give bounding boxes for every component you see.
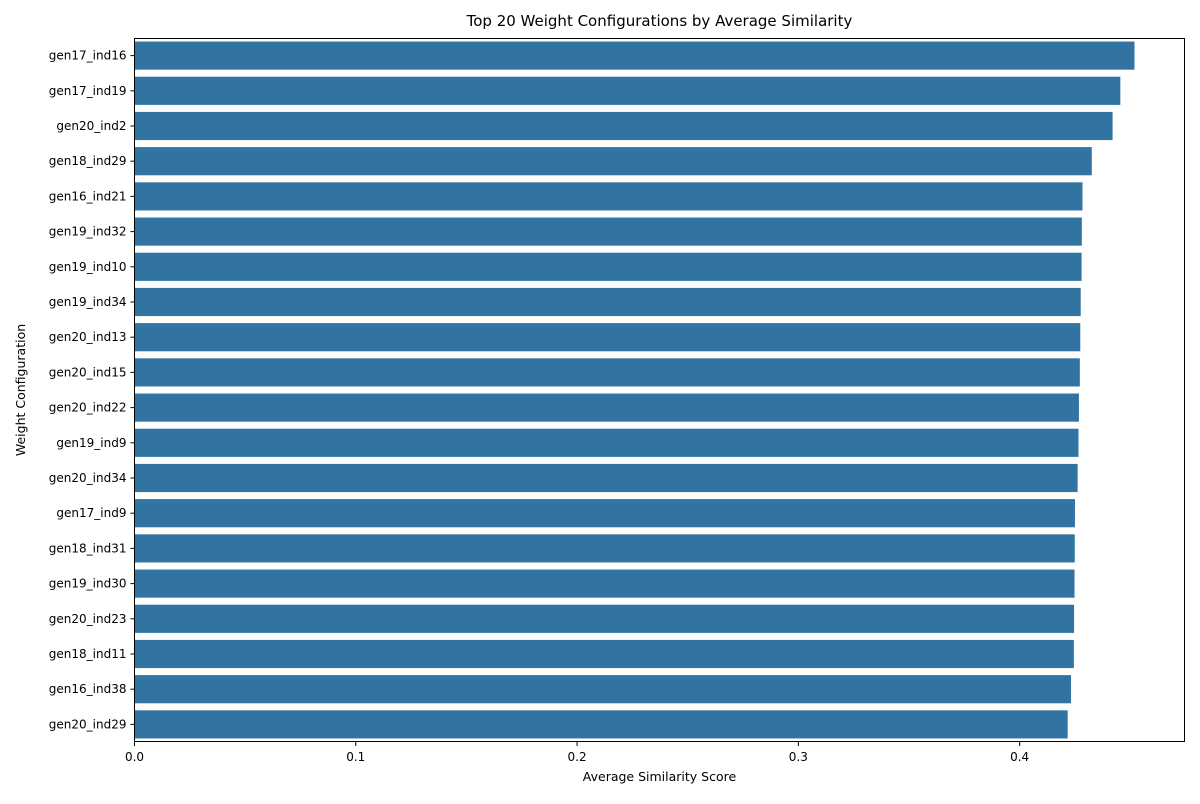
bar-gen18_ind11 [134, 639, 1074, 669]
y-tick-label: gen20_ind22 [49, 401, 127, 415]
bar-gen19_ind10 [134, 252, 1082, 281]
y-tick-label: gen20_ind13 [49, 330, 127, 344]
y-tick-label: gen19_ind9 [56, 436, 126, 450]
y-axis-label: Weight Configuration [13, 324, 28, 456]
bar-gen20_ind23 [134, 604, 1075, 633]
bar-gen20_ind2 [134, 111, 1113, 141]
bar-gen19_ind30 [134, 569, 1075, 598]
y-tick-label: gen20_ind2 [56, 119, 126, 133]
bar-gen19_ind34 [134, 287, 1081, 317]
bar-gen20_ind29 [134, 710, 1068, 739]
bar-gen17_ind19 [134, 76, 1121, 105]
y-tick-label: gen17_ind16 [49, 49, 127, 63]
y-tick-label: gen19_ind30 [49, 577, 127, 591]
x-tick-label: 0.3 [789, 750, 808, 764]
bar-gen20_ind22 [134, 393, 1079, 422]
x-tick-label: 0.0 [125, 750, 144, 764]
y-tick-label: gen17_ind19 [49, 84, 127, 98]
y-axis-ticks: gen17_ind16 gen17_ind19 gen20_ind2 gen18_in… [49, 49, 135, 731]
y-tick-label: gen17_ind9 [56, 506, 126, 520]
x-axis-ticks: 0.0 0.1 0.2 0.3 0.4 [125, 742, 1029, 764]
bar-gen16_ind21 [134, 182, 1083, 211]
y-tick-label: gen20_ind15 [49, 365, 127, 379]
y-tick-label: gen19_ind10 [49, 260, 127, 274]
bar-gen18_ind31 [134, 534, 1075, 563]
bar-gen20_ind34 [134, 463, 1078, 493]
bar-gen16_ind38 [134, 675, 1071, 704]
y-tick-label: gen18_ind29 [49, 154, 127, 168]
bar-gen17_ind9 [134, 499, 1075, 528]
bar-gen19_ind9 [134, 428, 1079, 457]
chart-title: Top 20 Weight Configurations by Average … [466, 12, 853, 30]
y-tick-label: gen20_ind29 [49, 717, 127, 731]
y-tick-label: gen19_ind34 [49, 295, 127, 309]
x-tick-label: 0.1 [346, 750, 365, 764]
y-tick-label: gen20_ind23 [49, 612, 127, 626]
y-tick-label: gen19_ind32 [49, 225, 127, 239]
y-tick-label: gen18_ind11 [49, 647, 127, 661]
y-tick-label: gen16_ind38 [49, 682, 127, 696]
x-tick-label: 0.2 [568, 750, 587, 764]
y-tick-label: gen18_ind31 [49, 541, 127, 555]
bars-layer [134, 41, 1135, 739]
y-tick-label: gen16_ind21 [49, 189, 127, 203]
bar-gen20_ind15 [134, 358, 1080, 387]
bar-gen17_ind16 [134, 41, 1135, 70]
y-tick-label: gen20_ind34 [49, 471, 127, 485]
x-axis-label: Average Similarity Score [583, 769, 737, 784]
bar-gen19_ind32 [134, 217, 1082, 246]
bar-gen18_ind29 [134, 147, 1092, 176]
bar-gen20_ind13 [134, 323, 1081, 352]
x-tick-label: 0.4 [1010, 750, 1029, 764]
